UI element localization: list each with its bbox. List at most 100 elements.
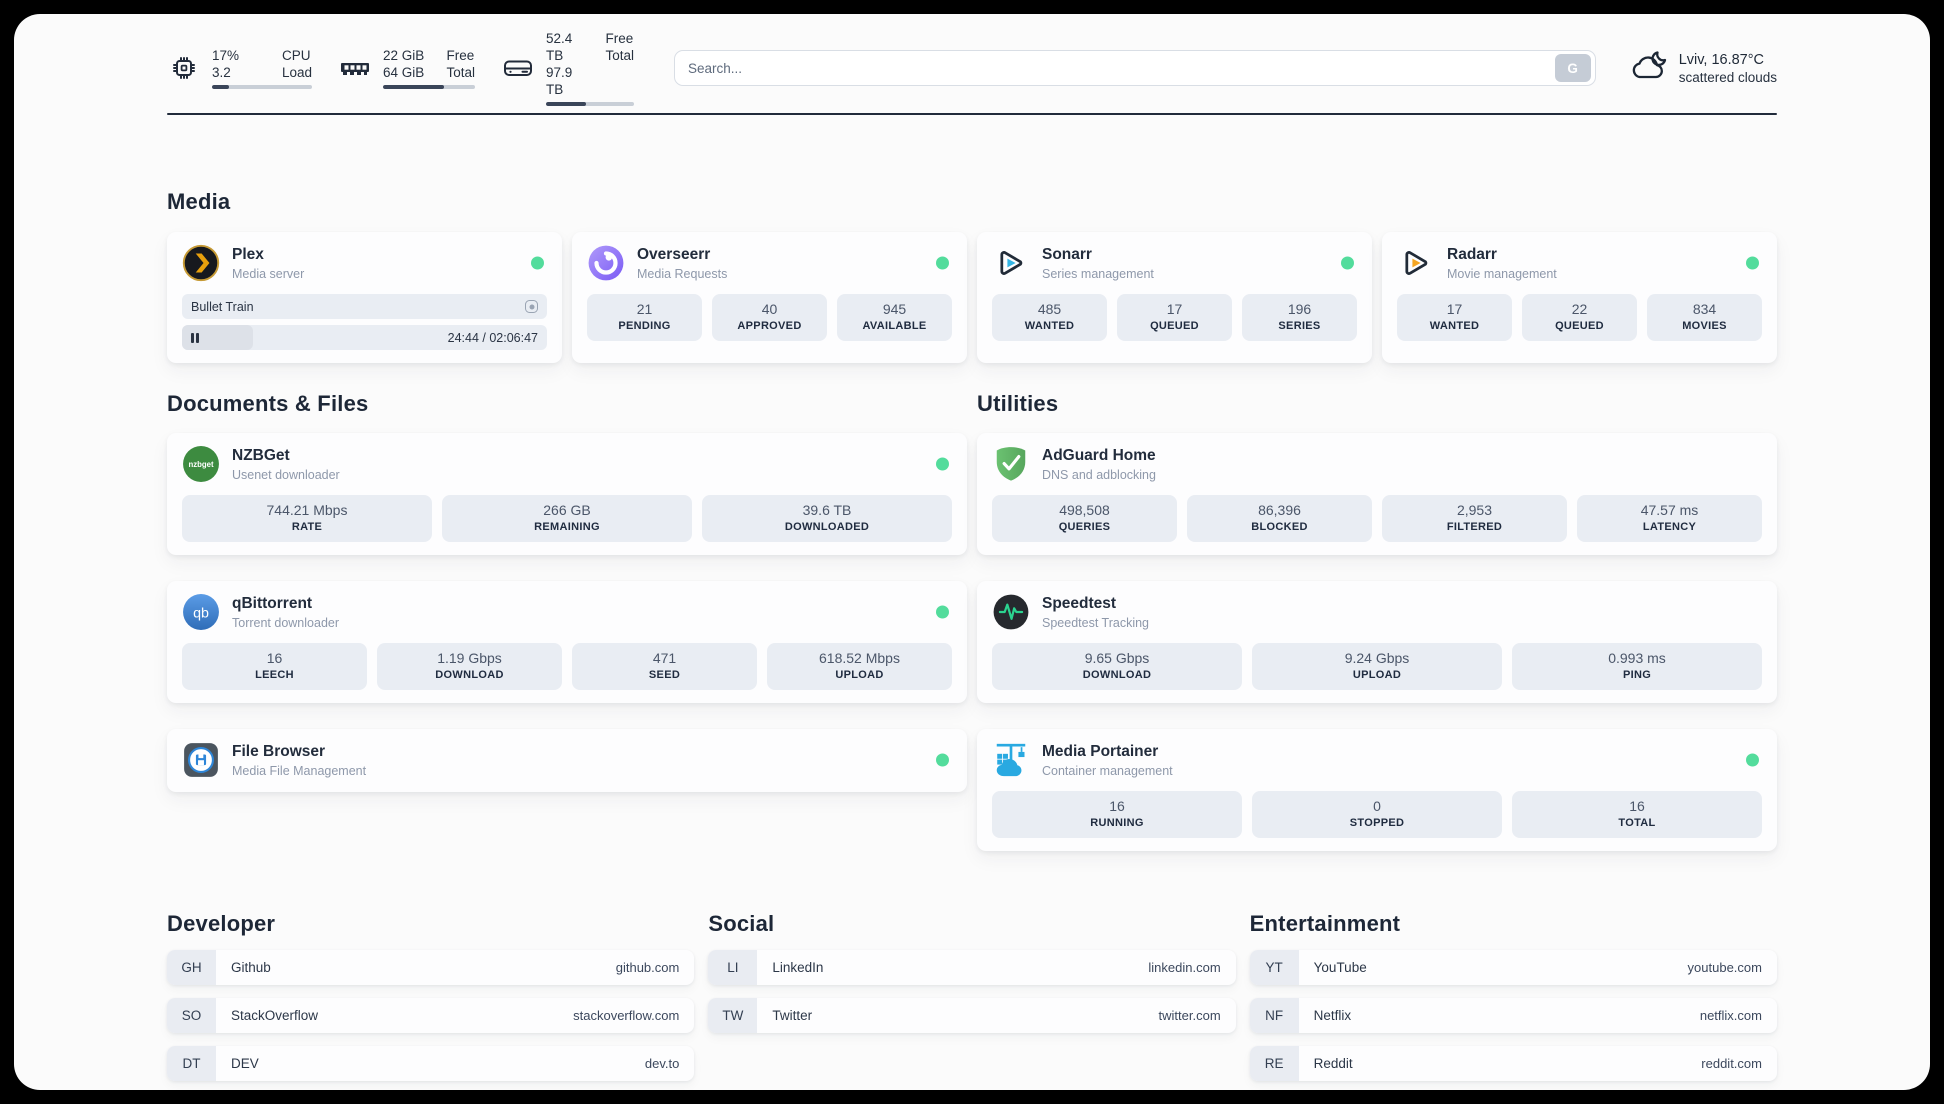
app-name: Overseerr: [637, 245, 711, 263]
status-dot: [1341, 256, 1354, 270]
stat-box: 22 QUEUED: [1522, 294, 1637, 341]
app-subtitle: Media server: [232, 266, 305, 281]
search-engine-button[interactable]: G: [1554, 54, 1591, 82]
bookmark-url: netflix.com: [1699, 1008, 1762, 1023]
memory-usage-bar: [383, 85, 475, 89]
app-card-nzbget[interactable]: nzbget NZBGet Usenet downloader 744.21 M…: [167, 433, 967, 555]
disk-icon: [501, 30, 535, 106]
bookmark-url: github.com: [615, 960, 680, 975]
app-card-speedtest[interactable]: Speedtest Speedtest Tracking 9.65 Gbps DO…: [977, 581, 1777, 703]
stat-box: 39.6 TB DOWNLOADED: [702, 495, 952, 542]
bookmark-linkedin[interactable]: LI LinkedIn linkedin.com: [708, 950, 1236, 985]
stat-box: 16 RUNNING: [992, 791, 1242, 838]
bookmark-abbr: RE: [1249, 1046, 1299, 1081]
app-subtitle: Media File Management: [232, 763, 367, 778]
bookmark-reddit[interactable]: RE Reddit reddit.com: [1249, 1046, 1777, 1081]
bookmark-abbr: LI: [708, 950, 758, 985]
bookmark-stackoverflow[interactable]: SO StackOverflow stackoverflow.com: [167, 998, 695, 1033]
bookmark-url: reddit.com: [1701, 1056, 1762, 1071]
app-subtitle: DNS and adblocking: [1042, 467, 1156, 482]
app-card-portainer[interactable]: Media Portainer Container management 16 R…: [977, 729, 1777, 851]
stat-box: 945 AVAILABLE: [837, 294, 952, 341]
memory-labels: Free Total: [446, 48, 475, 80]
app-card-radarr[interactable]: Radarr Movie management 17 WANTED 22 QUEUE…: [1382, 232, 1777, 363]
stat-box: 266 GB REMAINING: [442, 495, 692, 542]
bookmark-name: StackOverflow: [231, 1008, 319, 1023]
bookmark-url: stackoverflow.com: [573, 1008, 680, 1023]
bookmark-youtube[interactable]: YT YouTube youtube.com: [1249, 950, 1777, 985]
playback-progress: [182, 325, 254, 350]
qbittorrent-icon: qb: [182, 593, 220, 631]
stat-box: 1.19 Gbps DOWNLOAD: [377, 643, 562, 690]
app-card-sonarr[interactable]: Sonarr Series management 485 WANTED 17 QUE…: [977, 232, 1372, 363]
app-card-plex[interactable]: Plex Media server Bullet Train 24:44 / 0…: [167, 232, 562, 363]
bookmark-netflix[interactable]: NF Netflix netflix.com: [1249, 998, 1777, 1033]
stat-box: 47.57 ms LATENCY: [1577, 495, 1762, 542]
sonarr-icon: [992, 244, 1030, 282]
section-title-documents: Documents & Files: [167, 391, 369, 416]
svg-text:nzbget: nzbget: [188, 460, 214, 469]
stat-box: 618.52 Mbps UPLOAD: [767, 643, 952, 690]
section-title-developer: Developer: [167, 911, 276, 936]
playback-time: 24:44 / 02:06:47: [447, 330, 538, 345]
stat-box: 21 PENDING: [587, 294, 702, 341]
stat-box: 9.65 Gbps DOWNLOAD: [992, 643, 1242, 690]
header-divider: [167, 113, 1777, 115]
app-subtitle: Movie management: [1447, 266, 1557, 281]
entertainment-column: Entertainment YT YouTube youtube.com NF …: [1249, 911, 1777, 1081]
bookmark-dev[interactable]: DT DEV dev.to: [167, 1046, 695, 1081]
app-card-filebrowser[interactable]: File Browser Media File Management: [167, 729, 967, 792]
app-card-adguard[interactable]: AdGuard Home DNS and adblocking 498,508 Q…: [977, 433, 1777, 555]
stat-box: 196 SERIES: [1242, 294, 1357, 341]
bookmark-abbr: GH: [167, 950, 216, 985]
app-subtitle: Usenet downloader: [232, 467, 340, 482]
stat-box: 40 APPROVED: [712, 294, 827, 341]
plex-now-playing-widget: Bullet Train 24:44 / 02:06:47: [182, 294, 547, 350]
bookmark-name: DEV: [231, 1056, 259, 1071]
status-dot: [1746, 753, 1759, 767]
bookmark-abbr: TW: [708, 998, 758, 1033]
bookmark-name: Twitter: [772, 1008, 813, 1023]
app-name: File Browser: [232, 742, 326, 760]
weather-widget: Lviv, 16.87°C scattered clouds: [1630, 49, 1777, 88]
bookmark-name: Reddit: [1313, 1056, 1353, 1071]
search-input[interactable]: [688, 60, 1555, 76]
disk-widget: 52.4 TB 97.9 TB Free Total: [501, 30, 634, 106]
disk-usage-bar: [546, 102, 634, 106]
filebrowser-icon: [182, 741, 220, 779]
app-card-qbittorrent[interactable]: qb qBittorrent Torrent downloader 16 LEEC…: [167, 581, 967, 703]
cpu-icon: [167, 47, 201, 89]
dashboard-panel: 17% 3.2 CPU Load: [14, 14, 1930, 1090]
stat-box: 744.21 Mbps RATE: [182, 495, 432, 542]
bookmark-url: twitter.com: [1158, 1008, 1221, 1023]
app-card-overseerr[interactable]: Overseerr Media Requests 21 PENDING 40 APP…: [572, 232, 967, 363]
speedtest-icon: [992, 593, 1030, 631]
status-dot: [936, 605, 949, 619]
stat-box: 834 MOVIES: [1647, 294, 1762, 341]
bookmark-abbr: DT: [167, 1046, 216, 1081]
memory-values: 22 GiB 64 GiB: [383, 48, 425, 80]
status-dot: [531, 256, 544, 270]
app-subtitle: Container management: [1042, 763, 1173, 778]
session-target-icon: [525, 300, 538, 313]
stat-box: 16 TOTAL: [1512, 791, 1762, 838]
now-playing-row: Bullet Train: [182, 294, 547, 319]
bookmark-name: Github: [231, 960, 271, 975]
disk-values: 52.4 TB 97.9 TB: [546, 31, 573, 97]
search-box: G: [674, 50, 1596, 86]
pause-icon[interactable]: [191, 332, 199, 343]
bookmark-twitter[interactable]: TW Twitter twitter.com: [708, 998, 1236, 1033]
bookmark-abbr: SO: [167, 998, 216, 1033]
disk-labels: Free Total: [605, 31, 634, 63]
app-subtitle: Series management: [1042, 266, 1154, 281]
bookmark-github[interactable]: GH Github github.com: [167, 950, 695, 985]
documents-column: Documents & Files nzbget NZBGet Usenet d…: [167, 391, 967, 851]
ram-icon: [338, 47, 372, 89]
app-name: Sonarr: [1042, 245, 1092, 263]
top-bar: 17% 3.2 CPU Load: [167, 31, 1777, 106]
developer-column: Developer GH Github github.com SO StackO…: [167, 911, 695, 1081]
cpu-values: 17% 3.2: [212, 48, 240, 80]
utilities-column: Utilities AdGuard Home DNS and: [977, 391, 1777, 851]
memory-widget: 22 GiB 64 GiB Free Total: [338, 47, 475, 89]
